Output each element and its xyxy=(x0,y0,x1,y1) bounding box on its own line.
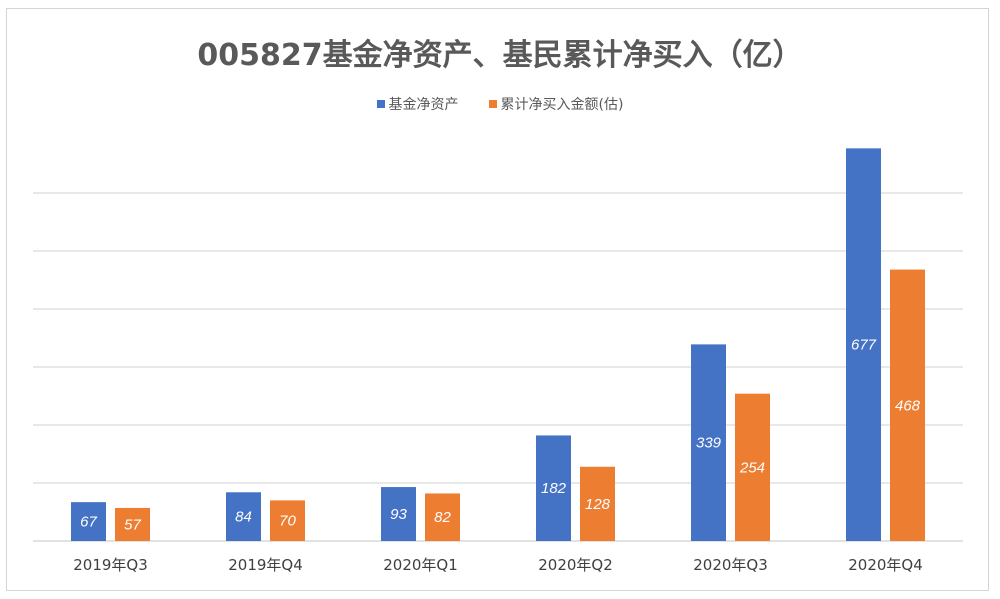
bar xyxy=(580,466,615,541)
bar xyxy=(381,487,416,541)
chart-title: 005827基金净资产、基民累计净买入（亿） xyxy=(197,38,803,73)
legend-swatch xyxy=(488,100,497,108)
data-label: 82 xyxy=(434,509,451,526)
bar xyxy=(226,492,261,541)
x-tick-label: 2020年Q2 xyxy=(538,556,613,574)
data-label: 93 xyxy=(390,506,407,523)
bar xyxy=(890,269,925,541)
legend-item-net-buy: 累计净买入金额(估) xyxy=(488,94,624,114)
bar xyxy=(115,507,150,541)
bar xyxy=(691,344,726,541)
data-label: 128 xyxy=(585,496,611,513)
x-tick-label: 2019年Q4 xyxy=(228,556,303,574)
x-tick-label: 2020年Q1 xyxy=(383,556,458,574)
x-tick-label: 2020年Q3 xyxy=(693,556,768,574)
bar xyxy=(425,493,460,541)
legend-label: 累计净买入金额(估) xyxy=(500,97,624,113)
data-label: 67 xyxy=(80,514,97,531)
bar xyxy=(270,500,305,541)
legend-item-net-assets: 基金净资产 xyxy=(376,94,459,114)
data-label: 57 xyxy=(124,516,141,533)
x-tick-label: 2020年Q4 xyxy=(848,556,923,574)
bar xyxy=(846,148,881,541)
legend-label: 基金净资产 xyxy=(388,97,459,113)
data-label: 468 xyxy=(895,397,921,414)
data-label: 84 xyxy=(235,509,252,526)
chart-frame xyxy=(6,8,989,591)
data-label: 182 xyxy=(541,480,567,497)
data-label: 70 xyxy=(279,513,296,530)
data-label: 339 xyxy=(696,435,722,452)
bar xyxy=(536,435,571,541)
x-tick-label: 2019年Q3 xyxy=(73,556,148,574)
bar xyxy=(735,393,770,541)
bar xyxy=(71,502,106,541)
data-label: 254 xyxy=(739,459,765,476)
data-label: 677 xyxy=(851,337,877,354)
legend-swatch xyxy=(376,100,385,108)
legend: 基金净资产 累计净买入金额(估) xyxy=(0,94,1000,114)
